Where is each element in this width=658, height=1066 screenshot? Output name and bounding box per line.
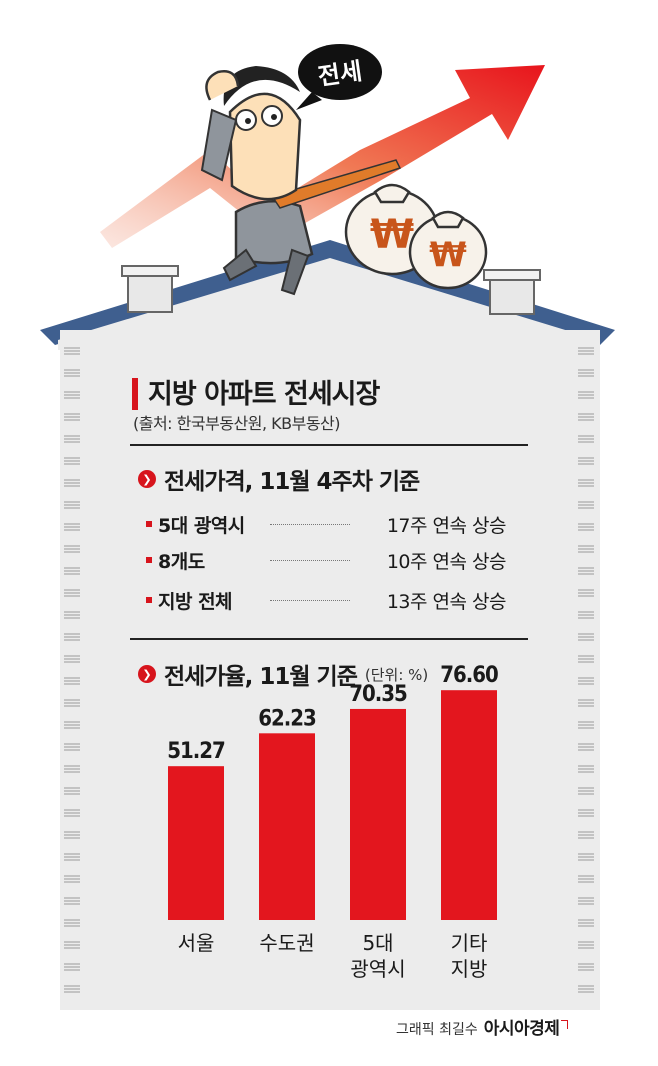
credit-author: 그래픽 최길수 [396,1022,478,1038]
stat-row: 8개도 10주 연속 상승 [146,545,507,575]
roof-icon [40,240,615,350]
section-price-label: 전세가격, 11월 4주차 기준 [164,469,420,495]
stat-value: 17주 연속 상승 [386,514,507,537]
stat-row: 지방 전체 13주 연속 상승 [146,585,507,615]
source-note: (출처: 한국부동산원, KB부동산) [133,414,341,433]
chevron-right-icon: ❯ [138,665,156,683]
stat-name: 5대 광역시 [158,514,245,537]
section-ratio-label: 전세가율, 11월 기준 [164,664,358,690]
siding-left [64,347,80,993]
stat-value: 13주 연속 상승 [386,590,507,613]
siding-right [578,347,594,993]
svg-text:₩: ₩ [429,235,467,275]
svg-text:₩: ₩ [370,212,414,258]
divider-top [130,444,528,446]
publisher-mark-icon [561,1020,569,1029]
speech-bubble-text: 전세 [316,57,364,91]
credit: 그래픽 최길수 아시아경제 [396,1014,569,1039]
dotted-leader [270,523,350,525]
stat-name: 8개도 [158,550,205,573]
stat-row: 5대 광역시 17주 연속 상승 [146,509,507,539]
dotted-leader [270,559,350,561]
stat-name: 지방 전체 [158,590,233,613]
man-illustration-icon [200,66,402,296]
section-price-heading: ❯ 전세가격, 11월 4주차 기준 [138,462,420,496]
divider-middle [130,638,528,640]
stat-value: 10주 연속 상승 [386,550,507,573]
publisher-logo: 아시아경제 [483,1019,560,1039]
rising-arrow-icon [100,65,545,248]
bullet-icon [146,597,152,603]
page-title: 지방 아파트 전세시장 [148,379,380,410]
header-illustration: ₩ ₩ 전세 [40,44,615,350]
chevron-right-icon: ❯ [138,470,156,488]
title-accent-bar [132,378,138,410]
speech-bubble-icon [296,44,382,110]
bullet-icon [146,557,152,563]
unit-label: (단위: %) [364,665,429,684]
bullet-icon [146,521,152,527]
dotted-leader [270,599,350,601]
money-bag-icon: ₩ ₩ [344,183,488,290]
section-ratio-heading: ❯ 전세가율, 11월 기준 (단위: %) [138,657,428,691]
